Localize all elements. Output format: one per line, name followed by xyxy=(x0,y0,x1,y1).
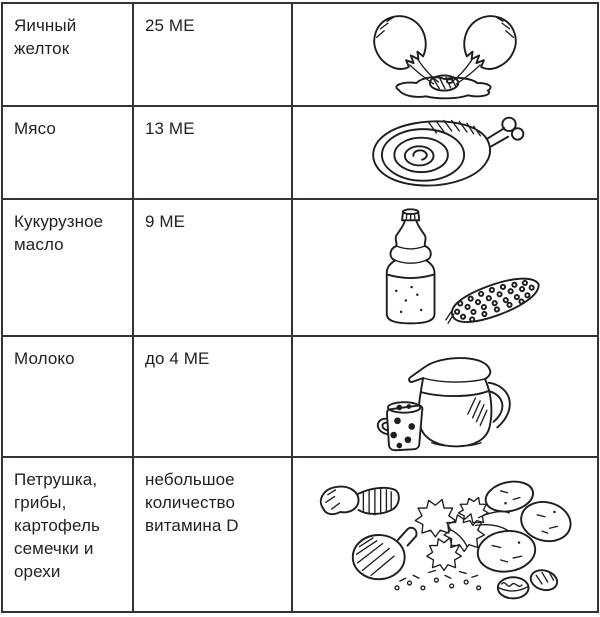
food-name-cell: Яичный желток xyxy=(3,4,134,107)
cracked-egg-icon xyxy=(373,15,517,100)
vitamin-amount-cell: небольшое количество витамина D xyxy=(134,458,293,611)
food-name-cell: Кукурузное масло xyxy=(3,200,134,337)
vitamin-amount-cell: 9 МЕ xyxy=(134,200,293,337)
vitamin-amount: до 4 МЕ xyxy=(145,349,210,368)
food-name-cell: Молоко xyxy=(3,337,134,458)
illustration-cell xyxy=(293,4,597,107)
illustration-cell xyxy=(293,337,597,458)
food-name-cell: Мясо xyxy=(3,107,134,200)
vitamin-amount-cell: 13 МЕ xyxy=(134,107,293,200)
oil-bottle-corn-icon xyxy=(385,207,540,324)
vitamin-amount-cell: 25 МЕ xyxy=(134,4,293,107)
parsley-mushrooms-potatoes-nuts-icon xyxy=(319,480,572,599)
food-name: Мясо xyxy=(14,119,56,138)
vitamin-amount-cell: до 4 МЕ xyxy=(134,337,293,458)
illustration-cell xyxy=(293,107,597,200)
food-name: Яичный желток xyxy=(14,16,77,58)
food-name: Петрушка, грибы, картофель семечки и оре… xyxy=(14,470,100,581)
milk-jug-mug-icon xyxy=(376,356,511,451)
illustration-cell xyxy=(293,200,597,337)
illustration-cell xyxy=(293,458,597,611)
food-name-cell: Петрушка, грибы, картофель семечки и оре… xyxy=(3,458,134,611)
food-name: Молоко xyxy=(14,349,75,368)
vitamin-amount: 9 МЕ xyxy=(145,212,186,231)
vitamin-amount: 25 МЕ xyxy=(145,16,195,35)
vitamin-amount: небольшое количество витамина D xyxy=(145,470,239,535)
ham-leg-icon xyxy=(372,116,525,186)
vitamin-amount: 13 МЕ xyxy=(145,119,195,138)
food-name: Кукурузное масло xyxy=(14,212,104,254)
